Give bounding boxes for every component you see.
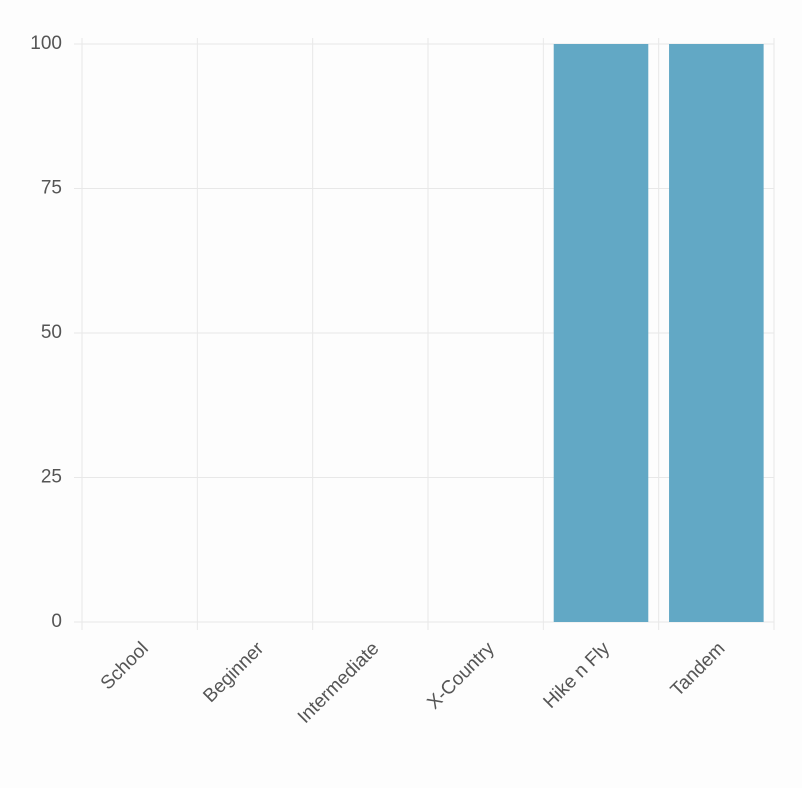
- x-tick-label: Tandem: [667, 638, 730, 701]
- x-tick-label: School: [97, 638, 153, 694]
- x-tick-label: Hike n Fly: [540, 638, 615, 713]
- x-tick-label: Beginner: [199, 638, 268, 707]
- y-tick-label: 0: [51, 611, 62, 632]
- bar: [669, 44, 764, 622]
- x-tick-label: X-Country: [423, 638, 499, 714]
- x-tick-label: Intermediate: [294, 638, 384, 728]
- bar: [553, 44, 649, 622]
- y-tick-label: 75: [41, 178, 62, 199]
- y-tick-label: 25: [41, 467, 62, 488]
- y-tick-label: 100: [30, 33, 62, 54]
- y-tick-label: 50: [41, 322, 62, 343]
